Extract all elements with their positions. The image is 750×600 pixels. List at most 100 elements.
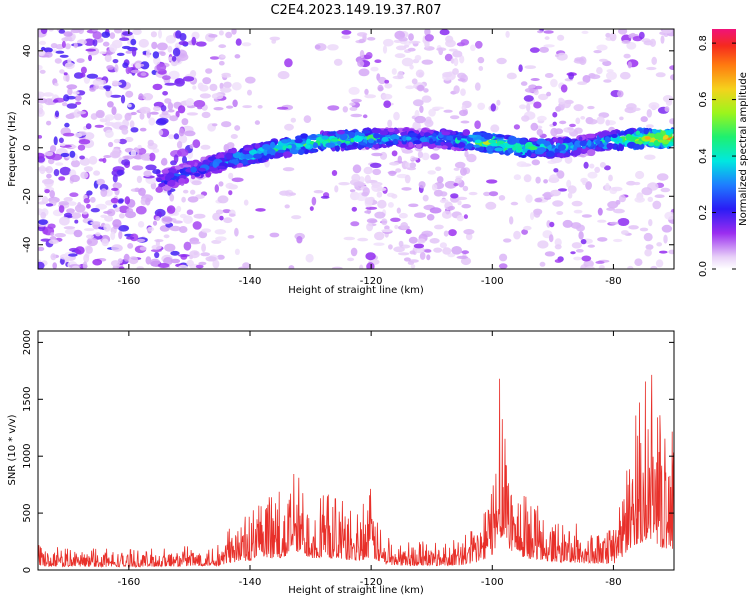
noise-blob [503, 238, 512, 243]
snr-x-tick-label: -100 [481, 577, 504, 588]
noise-blob [149, 152, 156, 162]
noise-blob [152, 83, 163, 91]
noise-blob [59, 54, 69, 58]
noise-blob [72, 91, 80, 95]
noise-blob [276, 106, 289, 110]
noise-blob [364, 197, 374, 205]
ridge-blob [507, 147, 514, 154]
noise-blob [366, 218, 378, 224]
ridge-blob [635, 130, 641, 136]
noise-blob [296, 236, 303, 244]
noise-blob [613, 238, 623, 243]
noise-blob [483, 191, 491, 197]
spectrogram-x-tick-label: -120 [360, 276, 383, 287]
noise-blob [186, 112, 199, 116]
ridge-blob [579, 140, 587, 147]
noise-blob [117, 79, 127, 89]
noise-blob [92, 31, 102, 40]
noise-blob [529, 47, 540, 53]
noise-blob [460, 88, 466, 96]
noise-blob [398, 212, 408, 219]
ridge-blob [155, 186, 163, 193]
noise-blob [245, 76, 256, 84]
noise-blob [544, 251, 556, 257]
noise-blob [646, 109, 652, 118]
noise-blob [478, 66, 484, 71]
noise-blob [143, 170, 152, 177]
noise-blob [426, 214, 435, 221]
noise-blob [85, 245, 93, 254]
noise-blob [124, 112, 132, 121]
noise-blob [221, 74, 232, 78]
noise-blob [414, 212, 426, 218]
noise-blob [569, 123, 576, 128]
noise-blob [475, 40, 483, 49]
noise-blob [71, 265, 80, 269]
noise-blob [670, 74, 674, 81]
noise-blob [634, 258, 643, 267]
noise-blob [254, 120, 260, 125]
noise-blob [453, 167, 460, 171]
noise-blob [463, 229, 475, 235]
noise-blob [351, 206, 357, 212]
noise-blob [387, 170, 397, 175]
noise-blob [48, 29, 54, 32]
spectrogram-x-tick-label: -100 [481, 276, 504, 287]
noise-blob [537, 240, 549, 249]
noise-blob [147, 226, 155, 232]
noise-blob [215, 236, 227, 242]
noise-blob [364, 88, 369, 95]
noise-blob [76, 111, 87, 115]
noise-blob [284, 204, 290, 209]
noise-blob [200, 144, 211, 150]
noise-blob [543, 44, 555, 48]
noise-blob [645, 244, 654, 251]
noise-blob [95, 232, 101, 237]
noise-blob [131, 48, 137, 57]
ridge-blob [164, 174, 171, 182]
ridge-blob [225, 152, 233, 160]
ridge-blob [552, 137, 559, 143]
noise-blob [69, 174, 80, 183]
noise-blob [365, 206, 378, 210]
noise-blob [175, 30, 182, 39]
ridge-blob [261, 144, 271, 150]
noise-blob [284, 123, 294, 131]
noise-blob [453, 57, 459, 67]
ridge-blob [212, 161, 218, 168]
noise-blob [648, 102, 660, 110]
noise-blob [660, 35, 665, 44]
noise-blob [77, 144, 86, 151]
ridge-blob [348, 131, 356, 139]
ridge-blob [161, 169, 169, 174]
ridge-blob [606, 142, 614, 150]
noise-blob [349, 102, 356, 106]
noise-blob [103, 210, 113, 214]
colorbar-gradient [712, 29, 736, 269]
noise-blob [211, 93, 224, 100]
noise-blob [157, 263, 170, 268]
noise-blob [122, 155, 134, 160]
noise-blob [44, 151, 54, 157]
noise-blob [646, 124, 654, 128]
noise-blob [52, 262, 57, 269]
noise-blob [231, 29, 237, 35]
noise-blob [609, 221, 619, 225]
noise-blob [209, 83, 218, 92]
noise-blob [62, 132, 75, 137]
ridge-blob [422, 141, 430, 146]
noise-blob [80, 171, 89, 179]
noise-blob [63, 72, 68, 76]
noise-blob [75, 101, 82, 105]
ridge-blob [402, 135, 407, 142]
noise-blob [140, 61, 150, 70]
noise-blob [664, 211, 674, 220]
ridge-blob [321, 135, 330, 140]
noise-blob [192, 139, 201, 149]
noise-blob [61, 102, 68, 107]
spectrogram-y-tick-label: 40 [22, 44, 33, 57]
noise-blob [154, 251, 160, 259]
noise-blob [436, 47, 447, 52]
noise-blob [184, 130, 196, 137]
noise-blob [664, 106, 670, 112]
